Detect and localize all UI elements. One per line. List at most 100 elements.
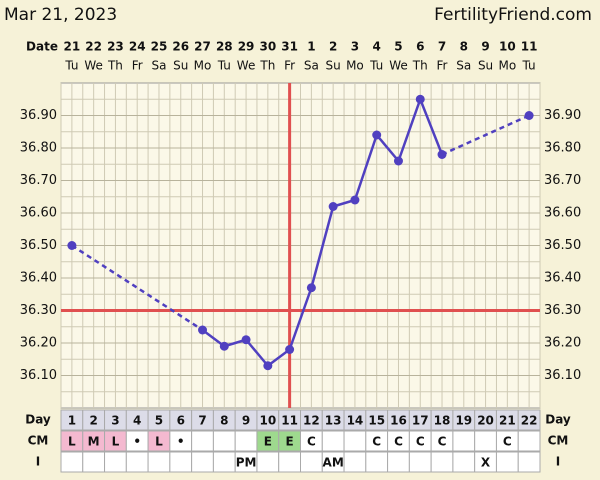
date-label: 9 bbox=[481, 40, 489, 54]
cm-cell-text: • bbox=[133, 435, 141, 449]
day-cell-text: 14 bbox=[347, 414, 364, 428]
row-cell bbox=[169, 451, 193, 473]
site-name: FertilityFriend.com bbox=[434, 5, 592, 25]
point bbox=[263, 361, 273, 371]
y-tick-label: 36.80 bbox=[20, 141, 57, 156]
date-label: 3 bbox=[351, 40, 359, 54]
row-cell bbox=[343, 451, 367, 473]
weekday-label: We bbox=[389, 59, 408, 73]
date-label: 7 bbox=[438, 40, 446, 54]
date-label: 4 bbox=[373, 40, 381, 54]
date-label: 8 bbox=[460, 40, 468, 54]
date-label: 6 bbox=[416, 40, 424, 54]
date-label: 29 bbox=[238, 40, 255, 54]
line-segment bbox=[267, 348, 291, 367]
y-tick-label: 36.60 bbox=[20, 206, 57, 221]
date-label: 24 bbox=[129, 40, 146, 54]
weekday-label: Th bbox=[259, 59, 275, 73]
row-label: Day bbox=[25, 413, 51, 427]
cm-cell-text: L bbox=[155, 435, 163, 449]
cm-cell-text: C bbox=[503, 435, 512, 449]
day-cell-text: 4 bbox=[133, 414, 141, 428]
cm-cell-text: E bbox=[264, 435, 272, 449]
date-label: 27 bbox=[194, 40, 211, 54]
line-segment bbox=[375, 134, 400, 162]
day-cell-text: 1 bbox=[68, 414, 76, 428]
y-tick-label: 36.70 bbox=[20, 173, 57, 188]
day-cell-text: 11 bbox=[281, 414, 298, 428]
weekday-label: Tu bbox=[522, 59, 536, 73]
date-label: 21 bbox=[64, 40, 81, 54]
date-label: 22 bbox=[85, 40, 102, 54]
y-tick-label: 36.90 bbox=[20, 108, 57, 123]
row-cell bbox=[474, 430, 497, 452]
row-cell bbox=[452, 430, 476, 452]
dashed-segment bbox=[71, 244, 204, 332]
day-cell-text: 20 bbox=[477, 414, 494, 428]
weekday-label: Fr bbox=[437, 59, 448, 73]
row-cell bbox=[191, 451, 214, 473]
y-tick-label: 36.40 bbox=[20, 271, 57, 286]
y-tick-label-right: 36.20 bbox=[544, 336, 581, 351]
cm-cell-text: C bbox=[394, 435, 403, 449]
day-cell-text: 9 bbox=[242, 414, 250, 428]
day-cell-text: 10 bbox=[259, 414, 276, 428]
day-cell-text: 5 bbox=[155, 414, 163, 428]
row-cell bbox=[234, 430, 258, 452]
y-tick-label-right: 36.90 bbox=[544, 108, 581, 123]
day-cell-text: 21 bbox=[499, 414, 516, 428]
date-label: 5 bbox=[394, 40, 402, 54]
weekday-label: Tu bbox=[64, 59, 78, 73]
row-cell bbox=[365, 451, 389, 473]
weekday-label: Su bbox=[173, 59, 188, 73]
point bbox=[219, 341, 229, 351]
weekday-label: Fr bbox=[132, 59, 143, 73]
row-cell bbox=[408, 451, 432, 473]
cm-cell-text: M bbox=[88, 435, 100, 449]
weekday-label: Mo bbox=[498, 59, 516, 73]
row-cell bbox=[125, 451, 149, 473]
row-label: CM bbox=[28, 434, 49, 448]
row-cell bbox=[278, 451, 301, 473]
point bbox=[198, 325, 208, 335]
y-tick-label-right: 36.80 bbox=[544, 141, 581, 156]
line-segment bbox=[245, 338, 269, 367]
row-cell bbox=[452, 451, 476, 473]
date-label: 26 bbox=[172, 40, 189, 54]
y-tick-label: 36.50 bbox=[20, 238, 57, 253]
point bbox=[306, 283, 316, 293]
row-cell bbox=[212, 430, 236, 452]
y-tick-label-right: 36.40 bbox=[544, 271, 581, 286]
line-segment bbox=[397, 98, 422, 162]
row-cell bbox=[191, 430, 214, 452]
weekday-label: Sa bbox=[151, 59, 166, 73]
weekday-label: Mo bbox=[346, 59, 364, 73]
weekday-label: Tu bbox=[217, 59, 231, 73]
weekday-label: Sa bbox=[304, 59, 319, 73]
date-label: 1 bbox=[307, 40, 315, 54]
row-cell bbox=[104, 451, 127, 473]
cm-cell-text: • bbox=[177, 435, 185, 449]
row-label-right: Day bbox=[545, 413, 571, 427]
weekday-label: Th bbox=[107, 59, 123, 73]
row-cell bbox=[321, 430, 345, 452]
line-segment bbox=[310, 206, 335, 289]
y-tick-label-right: 36.30 bbox=[544, 303, 581, 318]
row-cell bbox=[495, 451, 519, 473]
day-cell-text: 17 bbox=[412, 414, 429, 428]
point bbox=[524, 111, 534, 120]
date-label: 11 bbox=[521, 40, 538, 54]
point bbox=[350, 195, 360, 205]
day-cell-text: 7 bbox=[198, 414, 206, 428]
point bbox=[372, 130, 382, 140]
row-cell bbox=[517, 451, 541, 473]
row-cell bbox=[300, 451, 323, 473]
weekday-label: Fr bbox=[284, 59, 295, 73]
weekday-label: Mo bbox=[194, 59, 212, 73]
date-label: 23 bbox=[107, 40, 124, 54]
date-label: 25 bbox=[151, 40, 168, 54]
row-cell bbox=[256, 451, 280, 473]
point bbox=[437, 150, 447, 159]
date-label: Date bbox=[26, 40, 58, 54]
